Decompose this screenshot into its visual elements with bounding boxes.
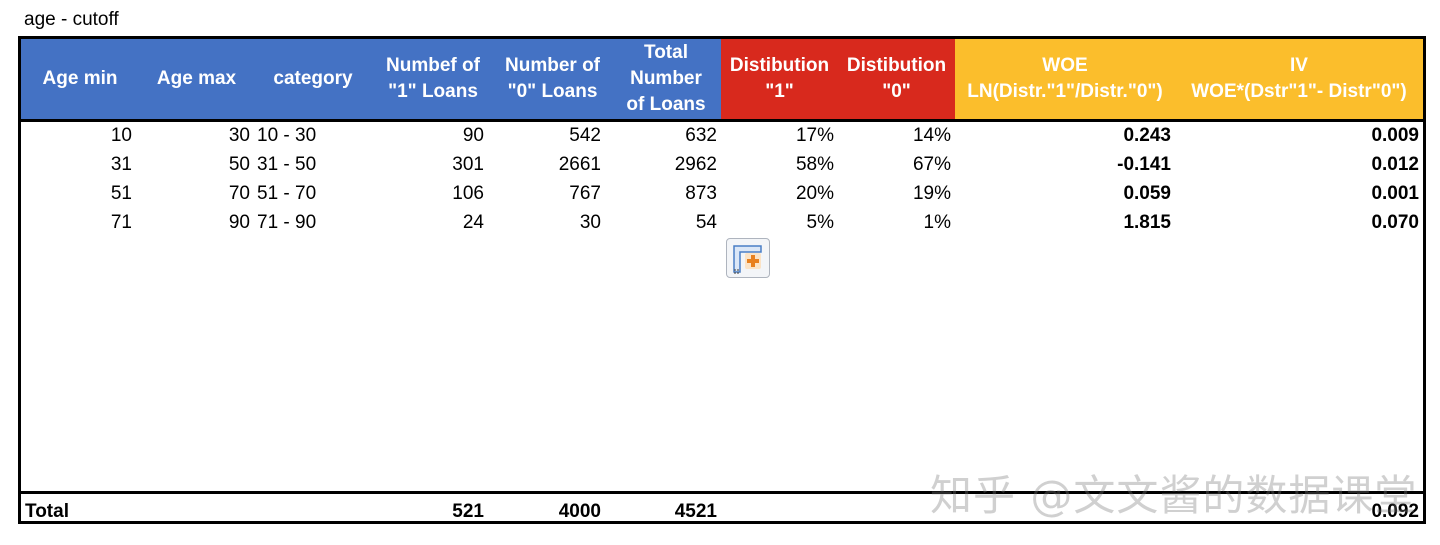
total-num-0[interactable]: 4000 — [558, 501, 601, 522]
cell-age-min[interactable]: 10 — [110, 125, 132, 146]
header-woe-line1: WOE — [1042, 55, 1088, 76]
cell-dist-0[interactable]: 1% — [923, 212, 951, 233]
header-num-1-line2: "1" Loans — [388, 81, 478, 102]
total-num-1[interactable]: 521 — [452, 501, 484, 522]
header-total-line1: Total — [644, 42, 688, 63]
cell-woe[interactable]: -0.141 — [1117, 154, 1171, 175]
cell-iv[interactable]: 0.001 — [1371, 183, 1419, 204]
header-age-min-label: Age min — [42, 68, 118, 89]
paste-options-icon — [733, 245, 762, 274]
header-age-max-label: Age max — [156, 68, 237, 89]
cell-dist-1[interactable]: 58% — [795, 154, 834, 175]
cell-num-0[interactable]: 30 — [579, 212, 601, 233]
header-dist1-line2: "1" — [765, 81, 794, 102]
cell-age-max[interactable]: 50 — [228, 154, 250, 175]
cell-age-min[interactable]: 31 — [110, 154, 132, 175]
cell-num-1[interactable]: 90 — [462, 125, 484, 146]
header-num-0-line1: Number of — [505, 55, 600, 76]
cell-num-0[interactable]: 2661 — [558, 154, 601, 175]
sheet-title: age - cutoff — [24, 9, 119, 30]
cell-category[interactable]: 71 - 90 — [257, 212, 317, 233]
cell-total[interactable]: 632 — [685, 125, 717, 146]
cell-num-0[interactable]: 767 — [569, 183, 601, 204]
header-dist0-line2: "0" — [882, 81, 911, 102]
cell-dist-0[interactable]: 67% — [912, 154, 951, 175]
total-label[interactable]: Total — [25, 501, 69, 522]
cell-category[interactable]: 10 - 30 — [257, 125, 317, 146]
cell-total[interactable]: 2962 — [674, 154, 717, 175]
header-num-1-loans[interactable]: Numbef of "1" Loans — [372, 39, 494, 119]
header-divider — [21, 119, 1423, 122]
cell-iv[interactable]: 0.070 — [1371, 212, 1419, 233]
cell-dist-1[interactable]: 20% — [795, 183, 834, 204]
header-distribution-0[interactable]: Distibution "0" — [838, 39, 955, 119]
header-category[interactable]: category — [254, 39, 372, 119]
cell-age-min[interactable]: 51 — [110, 183, 132, 204]
header-total-line3: of Loans — [626, 94, 706, 115]
cell-dist-0[interactable]: 14% — [912, 125, 951, 146]
cell-age-max[interactable]: 90 — [228, 212, 250, 233]
cell-woe[interactable]: 0.059 — [1123, 183, 1171, 204]
cell-total[interactable]: 873 — [685, 183, 717, 204]
header-num-0-line2: "0" Loans — [507, 81, 598, 102]
header-distribution-1[interactable]: Distibution "1" — [721, 39, 838, 119]
header-num-1-line1: Numbef of — [386, 55, 480, 76]
header-num-0-loans[interactable]: Number of "0" Loans — [494, 39, 611, 119]
header-age-max[interactable]: Age max — [139, 39, 254, 119]
cell-num-1[interactable]: 301 — [452, 154, 484, 175]
woe-iv-table: Age min Age max category Numbef of "1" L… — [18, 36, 1426, 524]
total-iv[interactable]: 0.092 — [1371, 501, 1419, 522]
cell-age-max[interactable]: 30 — [228, 125, 250, 146]
header-category-label: category — [273, 68, 353, 89]
header-iv[interactable]: IV WOE*(Dstr"1"- Distr"0") — [1175, 39, 1423, 119]
header-total-line2: Number — [630, 68, 702, 89]
cell-iv[interactable]: 0.009 — [1371, 125, 1419, 146]
header-woe-line2: LN(Distr."1"/Distr."0") — [967, 81, 1163, 102]
cell-num-1[interactable]: 106 — [452, 183, 484, 204]
header-dist1-line1: Distibution — [729, 55, 830, 76]
cell-woe[interactable]: 0.243 — [1123, 125, 1171, 146]
cell-dist-0[interactable]: 19% — [912, 183, 951, 204]
cell-woe[interactable]: 1.815 — [1123, 212, 1171, 233]
header-age-min[interactable]: Age min — [21, 39, 139, 119]
paste-options-button[interactable] — [726, 238, 770, 278]
cell-num-1[interactable]: 24 — [462, 212, 484, 233]
cell-total[interactable]: 54 — [695, 212, 717, 233]
header-total-loans[interactable]: Total Number of Loans — [611, 39, 721, 119]
header-dist0-line1: Distibution — [846, 55, 947, 76]
cell-category[interactable]: 31 - 50 — [257, 154, 317, 175]
cell-age-max[interactable]: 70 — [228, 183, 250, 204]
total-loans[interactable]: 4521 — [674, 501, 717, 522]
cell-num-0[interactable]: 542 — [569, 125, 601, 146]
total-row-divider — [21, 491, 1423, 494]
cell-dist-1[interactable]: 17% — [795, 125, 834, 146]
header-iv-line2: WOE*(Dstr"1"- Distr"0") — [1191, 81, 1407, 102]
watermark-text: 知乎 @文文酱的数据课堂 — [930, 471, 1418, 520]
cell-category[interactable]: 51 - 70 — [257, 183, 317, 204]
header-iv-line1: IV — [1290, 55, 1308, 76]
cell-dist-1[interactable]: 5% — [806, 212, 834, 233]
cell-iv[interactable]: 0.012 — [1371, 154, 1419, 175]
header-woe[interactable]: WOE LN(Distr."1"/Distr."0") — [955, 39, 1175, 119]
cell-age-min[interactable]: 71 — [110, 212, 132, 233]
